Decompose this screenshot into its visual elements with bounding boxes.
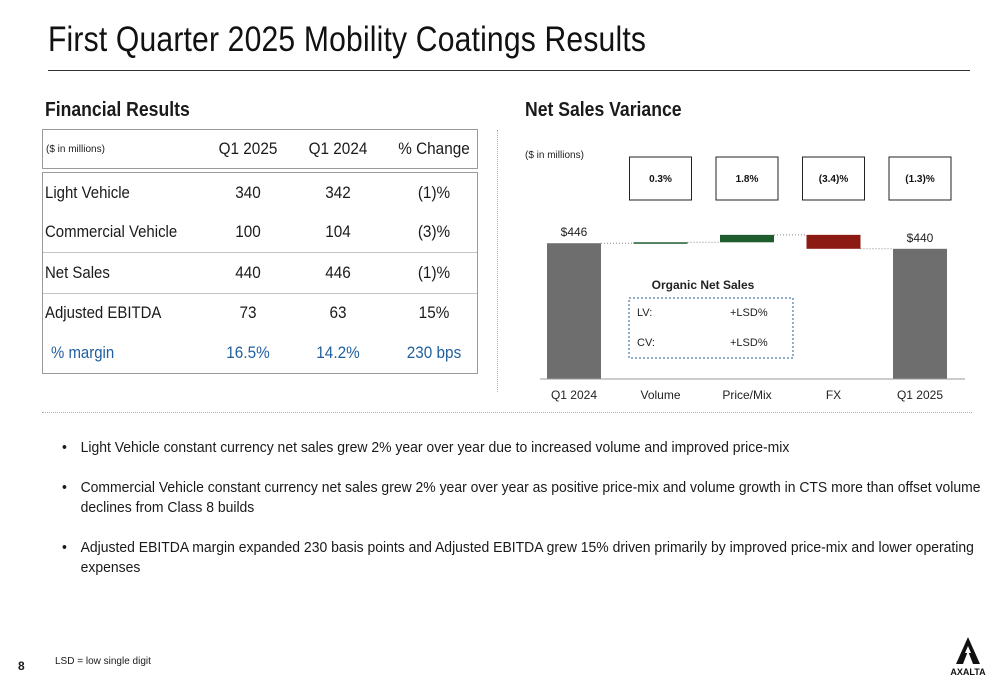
cell-q1-2024: 446	[325, 262, 351, 282]
bullet-text: Commercial Vehicle constant currency net…	[80, 479, 981, 516]
title-divider	[48, 70, 970, 71]
unit-label: ($ in millions)	[46, 143, 105, 155]
footnote: LSD = low single digit	[55, 656, 151, 667]
table-row: Light Vehicle 340 342 (1)%	[43, 173, 477, 213]
percent-label: 0.3%	[649, 174, 672, 185]
cell-change: 15%	[418, 303, 450, 323]
table-header-row: ($ in millions) Q1 2025 Q1 2024 % Change	[42, 129, 478, 169]
page-number: 8	[18, 659, 25, 673]
financial-results-table: ($ in millions) Q1 2025 Q1 2024 % Change…	[42, 129, 478, 374]
organic-net-sales-title: Organic Net Sales	[652, 278, 755, 292]
x-tick-label: Price/Mix	[722, 388, 771, 402]
cell-q1-2025: 73	[239, 303, 257, 323]
column-header-change: % Change	[398, 139, 470, 158]
row-label: Adjusted EBITDA	[45, 303, 162, 323]
row-label: Net Sales	[45, 262, 110, 282]
organic-cv-label: CV:	[637, 337, 655, 349]
percent-label: 1.8%	[736, 174, 759, 185]
bar-price-mix	[720, 234, 774, 243]
bullet-marker: •	[62, 479, 67, 496]
cell-q1-2025: 340	[235, 182, 261, 202]
row-label: Light Vehicle	[45, 182, 130, 202]
row-label: % margin	[51, 342, 115, 362]
table-row: Adjusted EBITDA 73 63 15%	[43, 294, 477, 334]
cell-q1-2025: 440	[235, 262, 261, 282]
column-header-q1-2025: Q1 2025	[218, 139, 278, 158]
cell-q1-2025: 16.5%	[226, 342, 270, 362]
organic-net-sales-box	[628, 297, 794, 359]
cell-q1-2024: 104	[325, 222, 351, 242]
financial-results-heading: Financial Results	[45, 99, 190, 121]
bar-q1-2024	[547, 243, 601, 379]
cell-change: (3)%	[417, 222, 451, 242]
x-tick-label: Q1 2024	[551, 388, 597, 402]
section-divider-horizontal	[42, 412, 972, 413]
row-label: Commercial Vehicle	[45, 222, 178, 242]
bullet-marker: •	[62, 439, 67, 456]
table-row: % margin 16.5% 14.2% 230 bps	[43, 333, 477, 373]
organic-lv-value: +LSD%	[730, 307, 768, 319]
bullet-item: • Adjusted EBITDA margin expanded 230 ba…	[62, 538, 992, 578]
cell-change: (1)%	[417, 182, 451, 202]
data-label: $446	[561, 225, 588, 239]
bullet-item: • Light Vehicle constant currency net sa…	[62, 438, 992, 458]
table-body: Light Vehicle 340 342 (1)% Commercial Ve…	[42, 172, 478, 374]
percent-box	[888, 156, 952, 201]
cell-q1-2024: 342	[325, 182, 351, 202]
percent-box	[715, 156, 779, 201]
cell-q1-2024: 14.2%	[316, 342, 360, 362]
x-tick-label: Q1 2025	[897, 388, 943, 402]
axalta-logo: AXALTA	[950, 637, 986, 677]
bar-q1-2025	[893, 248, 947, 379]
page-title: First Quarter 2025 Mobility Coatings Res…	[48, 20, 647, 59]
column-header-q1-2024: Q1 2024	[308, 139, 368, 158]
percent-label: (1.3)%	[905, 174, 935, 185]
bar-volume	[633, 242, 688, 244]
cell-change: 230 bps	[406, 342, 462, 362]
data-label: $440	[907, 231, 934, 245]
x-tick-label: Volume	[640, 388, 680, 402]
commentary-bullets: • Light Vehicle constant currency net sa…	[62, 438, 981, 598]
net-sales-variance-heading: Net Sales Variance	[525, 99, 682, 121]
bullet-text: Adjusted EBITDA margin expanded 230 basi…	[80, 539, 974, 576]
organic-cv-value: +LSD%	[730, 337, 768, 349]
percent-box	[629, 156, 692, 201]
table-row: Commercial Vehicle 100 104 (3)%	[43, 213, 477, 253]
organic-lv-label: LV:	[637, 307, 652, 319]
bar-fx	[806, 234, 861, 249]
cell-change: (1)%	[417, 262, 451, 282]
table-row: Net Sales 440 446 (1)%	[43, 253, 477, 294]
x-tick-label: FX	[826, 388, 841, 402]
bullet-marker: •	[62, 539, 67, 556]
chart-unit-label: ($ in millions)	[525, 150, 584, 161]
svg-text:AXALTA: AXALTA	[950, 667, 986, 677]
percent-label: (3.4)%	[819, 174, 849, 185]
bullet-text: Light Vehicle constant currency net sale…	[80, 439, 790, 456]
percent-box	[802, 156, 865, 201]
cell-q1-2025: 100	[235, 222, 261, 242]
section-divider-vertical	[497, 130, 498, 392]
cell-q1-2024: 63	[329, 303, 347, 323]
bullet-item: • Commercial Vehicle constant currency n…	[62, 478, 992, 518]
net-sales-waterfall-chart: ($ in millions) 0.3% 1.8% (3.4)% (1.3)% $44…	[525, 150, 965, 402]
